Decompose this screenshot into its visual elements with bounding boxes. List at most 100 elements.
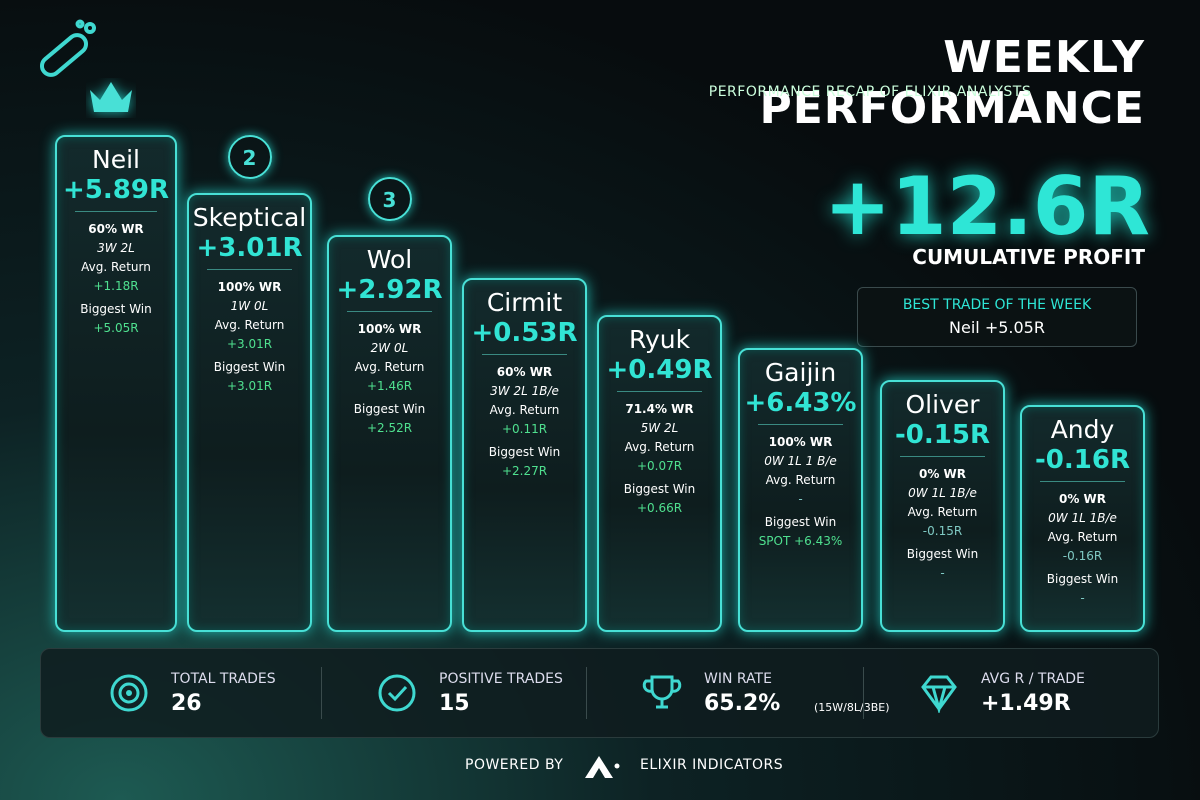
avg-label: Avg. Return bbox=[624, 440, 695, 454]
analyst-card: Cirmit +0.53R 60% WR 3W 2L 1B/e Avg. Return +… bbox=[462, 278, 587, 632]
stat-label: WIN RATE bbox=[704, 671, 772, 687]
biggest-label: Biggest Win bbox=[906, 547, 979, 561]
analyst-name: Skeptical bbox=[192, 203, 307, 232]
cumulative-value: +12.6R bbox=[823, 160, 1150, 253]
divider bbox=[482, 354, 567, 355]
avg-value: +1.18R bbox=[93, 279, 139, 293]
analyst-name: Neil bbox=[92, 145, 140, 174]
analyst-name: Gaijin bbox=[764, 358, 837, 387]
analyst-result: +5.89R bbox=[63, 175, 169, 205]
biggest-value: - bbox=[1080, 591, 1085, 605]
biggest-value: - bbox=[940, 566, 945, 580]
biggest-label: Biggest Win bbox=[1046, 572, 1119, 586]
record: 1W 0L bbox=[230, 299, 269, 313]
stat-value: 26 bbox=[171, 691, 202, 716]
analyst-card: Ryuk +0.49R 71.4% WR 5W 2L Avg. Return +0.07R… bbox=[597, 315, 722, 632]
win-rate: 100% WR bbox=[357, 322, 422, 336]
stat-value: +1.49R bbox=[981, 691, 1071, 716]
stat-label: TOTAL TRADES bbox=[171, 671, 276, 687]
biggest-label: Biggest Win bbox=[764, 515, 837, 529]
divider bbox=[207, 269, 292, 270]
stat: TOTAL TRADES 26 bbox=[91, 649, 351, 737]
brand-logo bbox=[585, 756, 620, 778]
biggest-value: +0.66R bbox=[636, 501, 683, 515]
win-rate: 100% WR bbox=[768, 435, 833, 449]
record: 3W 2L 1B/e bbox=[490, 384, 559, 398]
record: 2W 0L bbox=[370, 341, 409, 355]
win-rate: 60% WR bbox=[496, 365, 553, 379]
divider bbox=[74, 211, 158, 212]
stat: WIN RATE 65.2% (15W/8L/3BE) bbox=[624, 649, 890, 737]
stat-icon bbox=[378, 674, 416, 712]
win-rate: 100% WR bbox=[217, 280, 282, 294]
analyst-result: +2.92R bbox=[336, 275, 443, 305]
avg-label: Avg. Return bbox=[214, 318, 285, 332]
divider bbox=[347, 311, 432, 312]
flask-icon bbox=[39, 19, 96, 77]
divider bbox=[900, 456, 985, 457]
analyst-name: Andy bbox=[1050, 415, 1115, 444]
record: 0W 1L 1B/e bbox=[908, 486, 977, 500]
analyst-result: -0.15R bbox=[895, 420, 990, 450]
subtitle: PERFORMANCE RECAP OF ELIXIR ANALYSTS bbox=[708, 84, 1032, 100]
avg-value: +1.46R bbox=[366, 379, 413, 393]
analyst-name: Wol bbox=[366, 245, 413, 274]
avg-label: Avg. Return bbox=[765, 473, 836, 487]
biggest-label: Biggest Win bbox=[353, 402, 426, 416]
avg-value: -0.15R bbox=[922, 524, 963, 538]
avg-label: Avg. Return bbox=[489, 403, 560, 417]
stat-icon bbox=[921, 675, 957, 713]
biggest-label: Biggest Win bbox=[80, 302, 152, 316]
analyst-card: Gaijin +6.43% 100% WR 0W 1L 1 B/e Avg. Retur… bbox=[738, 348, 863, 632]
divider bbox=[617, 391, 702, 392]
avg-value: +0.07R bbox=[636, 459, 683, 473]
stat-value: 65.2% bbox=[704, 691, 781, 716]
biggest-value: SPOT +6.43% bbox=[758, 534, 843, 548]
stat: POSITIVE TRADES 15 bbox=[359, 649, 619, 737]
analyst-result: +0.53R bbox=[471, 318, 578, 348]
stat-label: POSITIVE TRADES bbox=[439, 671, 563, 687]
analyst-result: -0.16R bbox=[1035, 445, 1130, 475]
stat-icon bbox=[110, 674, 148, 712]
record: 3W 2L bbox=[97, 241, 135, 255]
biggest-value: +3.01R bbox=[226, 379, 273, 393]
win-rate: 0% WR bbox=[918, 467, 967, 481]
analyst-card: Oliver -0.15R 0% WR 0W 1L 1B/e Avg. Return -0… bbox=[880, 380, 1005, 632]
analyst-card: Skeptical +3.01R 100% WR 1W 0L Avg. Return +3… bbox=[187, 193, 312, 632]
stat: AVG R / TRADE +1.49R bbox=[901, 649, 1161, 737]
avg-label: Avg. Return bbox=[907, 505, 978, 519]
stat-note: (15W/8L/3BE) bbox=[814, 701, 890, 714]
divider bbox=[1040, 481, 1125, 482]
stats-bar: TOTAL TRADES 26 POSITIVE TRADES 15 WIN RATE 6… bbox=[40, 648, 1159, 738]
best-trade-text: Neil +5.05R bbox=[949, 318, 1045, 337]
avg-value: +3.01R bbox=[226, 337, 273, 351]
record: 0W 1L 1B/e bbox=[1048, 511, 1117, 525]
rank-badge: 3 bbox=[367, 177, 412, 221]
stat-icon bbox=[642, 675, 682, 709]
stat-label: AVG R / TRADE bbox=[981, 671, 1085, 687]
biggest-label: Biggest Win bbox=[623, 482, 696, 496]
avg-label: Avg. Return bbox=[81, 260, 151, 274]
analyst-name: Ryuk bbox=[628, 325, 691, 354]
cumulative-label: CUMULATIVE PROFIT bbox=[912, 245, 1145, 269]
title: WEEKLY PERFORMANCE bbox=[759, 32, 1145, 134]
footer-brand: ELIXIR INDICATORS bbox=[640, 757, 784, 773]
separator bbox=[321, 667, 322, 719]
analyst-card: Andy -0.16R 0% WR 0W 1L 1B/e Avg. Return -0.1… bbox=[1020, 405, 1145, 632]
biggest-label: Biggest Win bbox=[213, 360, 286, 374]
avg-value: - bbox=[798, 492, 803, 506]
avg-value: -0.16R bbox=[1062, 549, 1103, 563]
analyst-card: Neil +5.89R 60% WR 3W 2L Avg. Return +1.18R Bi… bbox=[55, 135, 177, 632]
analyst-result: +3.01R bbox=[196, 233, 303, 263]
avg-label: Avg. Return bbox=[354, 360, 425, 374]
best-trade-box: BEST TRADE OF THE WEEK Neil +5.05R bbox=[857, 287, 1137, 347]
record: 5W 2L bbox=[640, 421, 679, 435]
rank-badge: 2 bbox=[227, 135, 272, 179]
analyst-card: Wol +2.92R 100% WR 2W 0L Avg. Return +1.46R Bi… bbox=[327, 235, 452, 632]
stat-value: 15 bbox=[439, 691, 470, 716]
biggest-value: +5.05R bbox=[93, 321, 139, 335]
separator bbox=[586, 667, 587, 719]
analyst-result: +6.43% bbox=[744, 388, 857, 418]
win-rate: 0% WR bbox=[1058, 492, 1107, 506]
